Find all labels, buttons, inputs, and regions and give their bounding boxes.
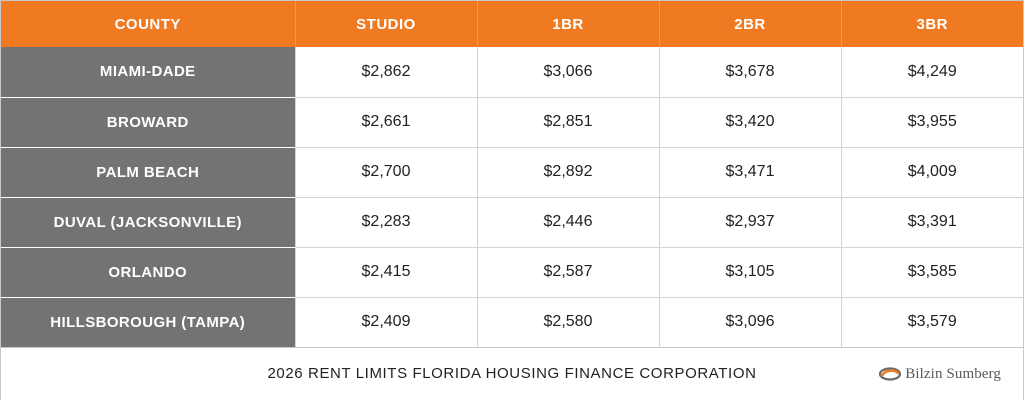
rent-cell: $3,585 [840,247,1023,298]
rent-cell: $3,420 [658,97,841,148]
table-row: ORLANDO $2,415 $2,587 $3,105 $3,585 [1,247,1023,298]
rent-cell: $3,471 [658,147,841,198]
footer-caption: 2026 RENT LIMITS FLORIDA HOUSING FINANCE… [267,365,757,382]
rent-cell: $2,415 [294,247,477,298]
rent-cell: $2,409 [294,297,477,348]
rent-cell: $2,700 [294,147,477,198]
county-cell: BROWARD [1,97,295,148]
table-header-row: COUNTY STUDIO 1BR 2BR 3BR [1,1,1023,47]
rent-cell: $2,892 [476,147,659,198]
rent-cell: $3,579 [840,297,1023,348]
rent-cell: $2,283 [294,197,477,248]
rent-limits-table: COUNTY STUDIO 1BR 2BR 3BR MIAMI-DADE $2,… [1,1,1023,348]
rent-cell: $3,096 [658,297,841,348]
county-cell: HILLSBOROUGH (TAMPA) [1,297,295,348]
table-footer: 2026 RENT LIMITS FLORIDA HOUSING FINANCE… [1,347,1023,400]
rent-cell: $3,391 [840,197,1023,248]
rent-cell: $3,105 [658,247,841,298]
swirl-logo-icon [879,367,902,381]
rent-cell: $4,009 [840,147,1023,198]
county-cell: ORLANDO [1,247,295,298]
county-cell: MIAMI-DADE [1,47,295,98]
county-cell: PALM BEACH [1,147,295,198]
table-row: PALM BEACH $2,700 $2,892 $3,471 $4,009 [1,147,1023,198]
column-header-1br: 1BR [477,1,660,47]
rent-cell: $2,862 [294,47,477,98]
county-cell: DUVAL (JACKSONVILLE) [1,197,295,248]
column-header-county: COUNTY [1,1,296,47]
rent-cell: $2,587 [476,247,659,298]
table-row: HILLSBOROUGH (TAMPA) $2,409 $2,580 $3,09… [1,297,1023,348]
rent-cell: $3,955 [840,97,1023,148]
column-header-3br: 3BR [841,1,1023,47]
rent-cell: $3,678 [658,47,841,98]
logo-wordmark: Bilzin Sumberg [905,365,1001,382]
rent-cell: $2,446 [476,197,659,248]
rent-cell: $2,661 [294,97,477,148]
table-row: DUVAL (JACKSONVILLE) $2,283 $2,446 $2,93… [1,197,1023,248]
column-header-2br: 2BR [659,1,842,47]
rent-cell: $2,851 [476,97,659,148]
rent-cell: $2,580 [476,297,659,348]
rent-cell: $2,937 [658,197,841,248]
rent-cell: $4,249 [840,47,1023,98]
bilzin-sumberg-logo: Bilzin Sumberg [879,348,1001,400]
column-header-studio: STUDIO [295,1,478,47]
rent-cell: $3,066 [476,47,659,98]
table-row: BROWARD $2,661 $2,851 $3,420 $3,955 [1,97,1023,148]
table-row: MIAMI-DADE $2,862 $3,066 $3,678 $4,249 [1,47,1023,98]
